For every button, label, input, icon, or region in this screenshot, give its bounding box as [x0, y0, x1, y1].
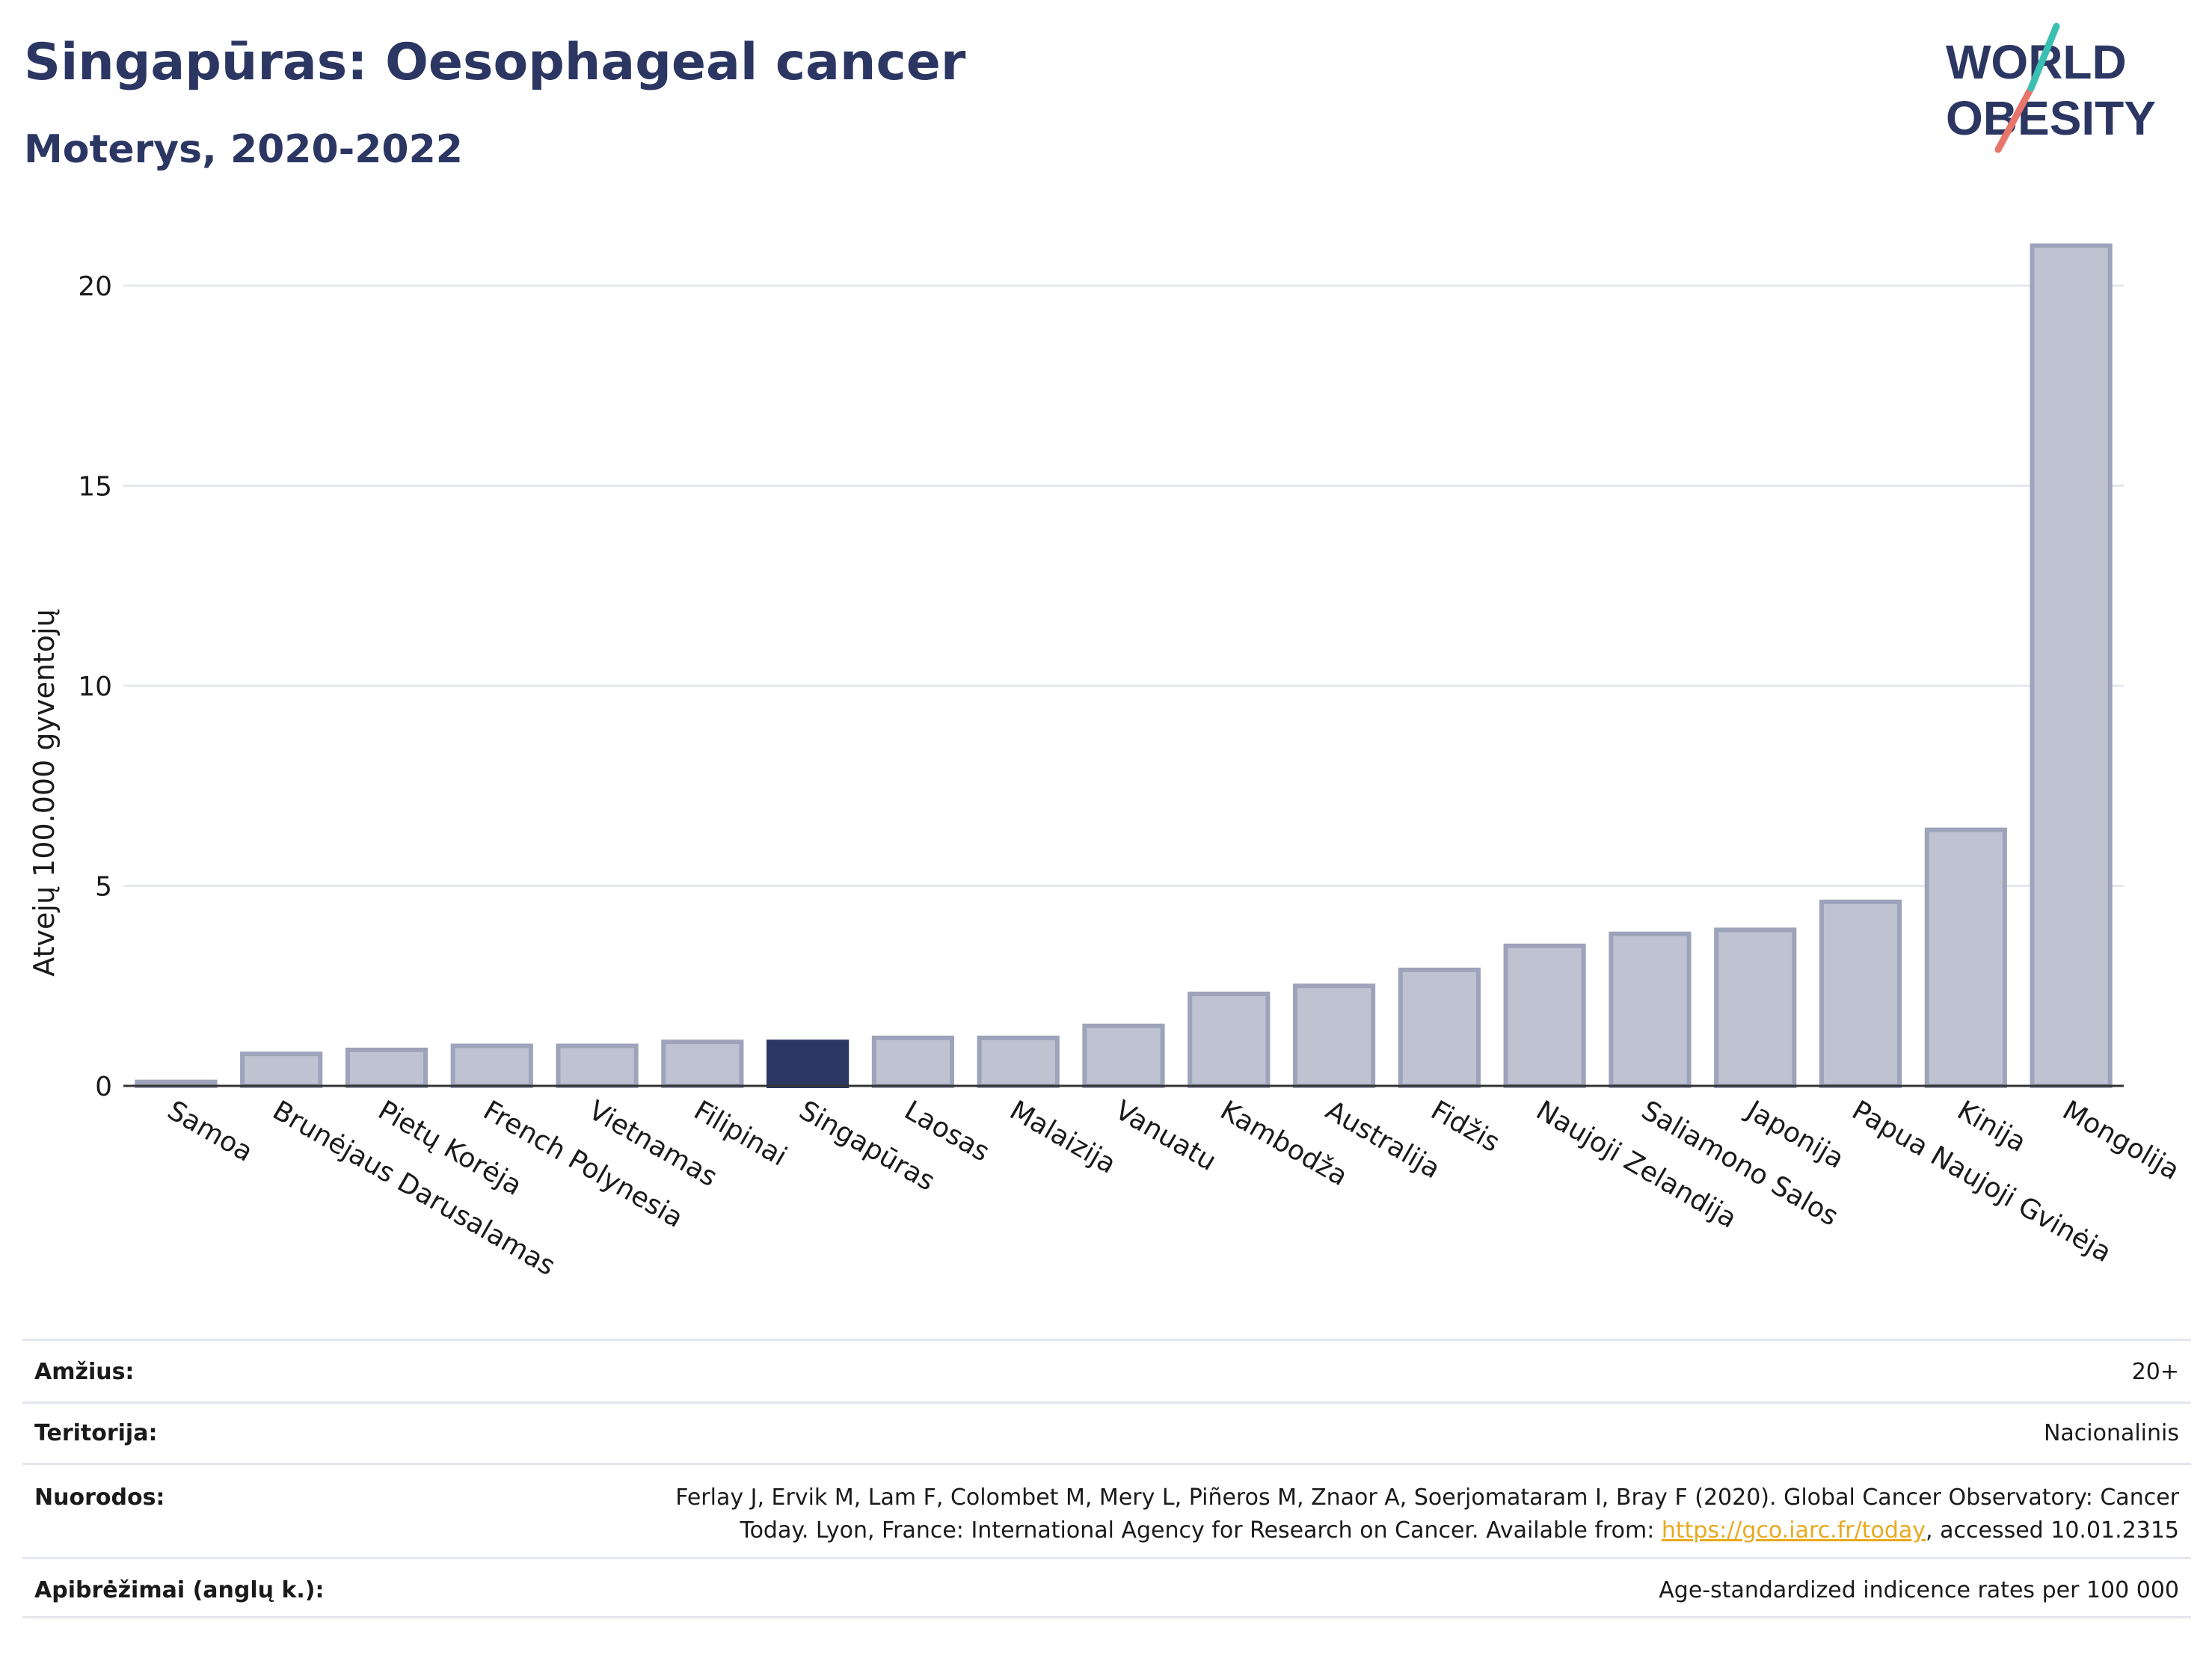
x-tick-label: Fidžis	[1425, 1095, 1505, 1158]
gridlines	[123, 284, 2124, 887]
bar-papua-naujoji-gvinėja	[1819, 899, 1902, 1089]
definitions-label: Apibrėžimai (anglų k.):	[34, 1577, 325, 1603]
references-value: Ferlay J, Ervik M, Lam F, Colombet M, Me…	[675, 1481, 2191, 1547]
age-value: 20+	[2131, 1359, 2179, 1385]
references-line1: Ferlay J, Ervik M, Lam F, Colombet M, Me…	[675, 1484, 2179, 1511]
bar-vietnamas	[556, 1043, 639, 1088]
meta-row-age: Amžius: 20+	[22, 1339, 2191, 1401]
y-tick-label: 20	[78, 271, 112, 302]
references-accessed: , accessed 10.01.2315	[1926, 1517, 2179, 1544]
meta-row-territory: Teritorija: Nacionalinis	[22, 1401, 2191, 1463]
age-label: Amžius:	[34, 1359, 135, 1385]
x-tick-label: Malaizija	[1004, 1095, 1121, 1180]
metadata-table: Amžius: 20+ Teritorija: Nacionalinis Nuo…	[22, 1339, 2191, 1618]
territory-value: Nacionalinis	[2043, 1420, 2179, 1446]
bar-malaizija	[977, 1035, 1060, 1089]
territory-label: Teritorija:	[34, 1420, 158, 1446]
y-tick-label: 0	[95, 1072, 112, 1102]
y-tick-label: 5	[95, 872, 112, 903]
bar-chart: 0 5 10 15 20 Samoa Brunėjaus DarusalamasPietų…	[28, 243, 2184, 1282]
page-title: Singapūras: Oesophageal cancer	[24, 33, 966, 92]
bar-fidžis	[1398, 967, 1481, 1088]
bar-kambodža	[1188, 991, 1271, 1088]
bar-brunėjaus-darusalamas	[240, 1051, 323, 1088]
definitions-value: Age-standardized indicence rates per 100…	[1659, 1577, 2179, 1603]
x-tick-label: Kinija	[1952, 1095, 2031, 1158]
y-tick-label: 15	[78, 472, 112, 503]
references-label: Nuorodos:	[34, 1484, 165, 1511]
meta-row-definitions: Apibrėžimai (anglų k.): Age-standardized…	[22, 1557, 2191, 1618]
bar-vanuatu	[1082, 1023, 1165, 1088]
bar-singapūras	[766, 1040, 850, 1089]
x-tick-label: Mongolija	[2057, 1095, 2184, 1186]
x-tick-label: Naujoji Zelandija	[1531, 1095, 1742, 1234]
svg-text:OBESITY: OBESITY	[1946, 91, 2156, 145]
bar-saliamono-salos	[1609, 931, 1692, 1088]
page-subtitle: Moterys, 2020-2022	[24, 127, 463, 172]
bar-filipinai	[661, 1040, 744, 1089]
x-tick-label: Saliamono Salos	[1636, 1095, 1843, 1232]
bars	[135, 243, 2113, 1089]
x-tick-label: Vanuatu	[1110, 1095, 1221, 1177]
x-tick-label: Samoa	[162, 1095, 258, 1168]
references-line2: Today. Lyon, France: International Agenc…	[740, 1517, 1662, 1544]
bar-australija	[1292, 983, 1376, 1088]
bar-naujoji-zelandija	[1503, 943, 1586, 1088]
references-link[interactable]: https://gco.iarc.fr/today	[1661, 1517, 1926, 1544]
bar-kinija	[1924, 827, 2007, 1088]
bar-pietų-korėja	[345, 1047, 428, 1088]
meta-row-references: Nuorodos: Ferlay J, Ervik M, Lam F, Colo…	[22, 1463, 2191, 1557]
y-axis-ticks: 0 5 10 15 20	[78, 271, 112, 1102]
bar-laosas	[871, 1035, 955, 1089]
world-obesity-logo: WORLD OBESITY	[1946, 22, 2156, 153]
bar-french-polynesia	[450, 1043, 533, 1088]
bar-mongolija	[2030, 243, 2113, 1088]
y-axis-label: Atvejų 100.000 gyventojų	[28, 609, 61, 976]
y-tick-label: 10	[78, 672, 112, 702]
bar-japonija	[1714, 927, 1797, 1088]
